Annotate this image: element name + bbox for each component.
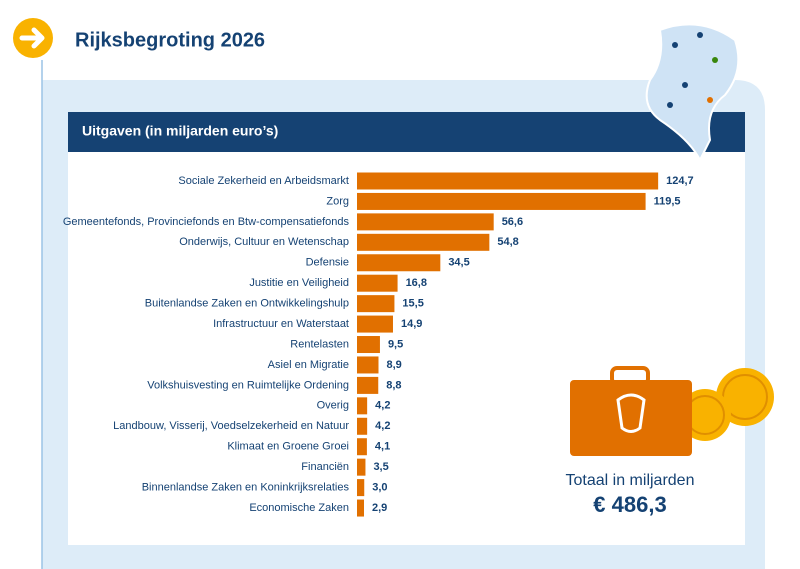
category-label: Financiën	[301, 461, 349, 473]
value-label: 124,7	[666, 175, 694, 187]
bar	[357, 315, 393, 333]
category-label: Sociale Zekerheid en Arbeidsmarkt	[178, 175, 349, 187]
bar	[357, 295, 395, 313]
category-label: Overig	[317, 400, 349, 412]
category-label: Binnenlandse Zaken en Koninkrijksrelatie…	[142, 482, 350, 494]
value-label: 4,1	[375, 441, 390, 453]
bar	[357, 274, 398, 292]
bar	[357, 397, 368, 415]
bar	[357, 438, 367, 456]
value-label: 14,9	[401, 318, 422, 330]
value-label: 2,9	[372, 502, 387, 514]
bar	[357, 254, 441, 272]
total-value: € 486,3	[593, 492, 666, 517]
bar	[357, 458, 366, 476]
value-label: 119,5	[654, 195, 681, 207]
value-label: 34,5	[448, 257, 469, 269]
category-label: Gemeentefonds, Provinciefonds en Btw-com…	[63, 216, 350, 228]
category-label: Economische Zaken	[249, 502, 349, 514]
bar	[357, 213, 494, 231]
category-label: Buitenlandse Zaken en Ontwikkelingshulp	[145, 298, 349, 310]
bar	[357, 336, 380, 354]
value-label: 54,8	[497, 236, 518, 248]
value-label: 4,2	[375, 400, 390, 412]
bar	[357, 479, 365, 497]
category-label: Volkshuisvesting en Ruimtelijke Ordening	[147, 379, 349, 391]
category-label: Justitie en Veiligheid	[249, 277, 349, 289]
category-label: Landbouw, Visserij, Voedselzekerheid en …	[113, 420, 349, 432]
bar	[357, 376, 379, 394]
title: Rijksbegroting 2026	[75, 29, 265, 51]
bar	[357, 499, 365, 517]
bar	[357, 233, 490, 251]
category-label: Zorg	[326, 195, 349, 207]
subtitle: Uitgaven (in miljarden euro’s)	[82, 123, 278, 139]
bar	[357, 417, 368, 435]
value-label: 3,5	[373, 461, 388, 473]
card-header	[68, 112, 745, 152]
suitcase	[570, 366, 774, 456]
category-label: Defensie	[306, 257, 349, 269]
category-label: Rentelasten	[290, 338, 349, 350]
value-label: 8,8	[386, 379, 401, 391]
value-label: 4,2	[375, 420, 390, 432]
bar	[357, 192, 646, 210]
value-label: 9,5	[388, 338, 403, 350]
bar	[357, 172, 659, 190]
people-illustration	[645, 23, 740, 163]
category-label: Asiel en Migratie	[268, 359, 349, 371]
category-label: Onderwijs, Cultuur en Wetenschap	[179, 236, 349, 248]
bar	[357, 356, 379, 374]
arrow	[19, 27, 45, 49]
category-label: Klimaat en Groene Groei	[227, 441, 349, 453]
value-label: 3,0	[372, 482, 387, 494]
value-label: 16,8	[406, 277, 427, 289]
value-label: 56,6	[502, 216, 523, 228]
total-title: Totaal in miljarden	[566, 472, 695, 489]
category-label: Infrastructuur en Waterstaat	[213, 318, 349, 330]
value-label: 15,5	[402, 298, 423, 310]
value-label: 8,9	[386, 359, 401, 371]
